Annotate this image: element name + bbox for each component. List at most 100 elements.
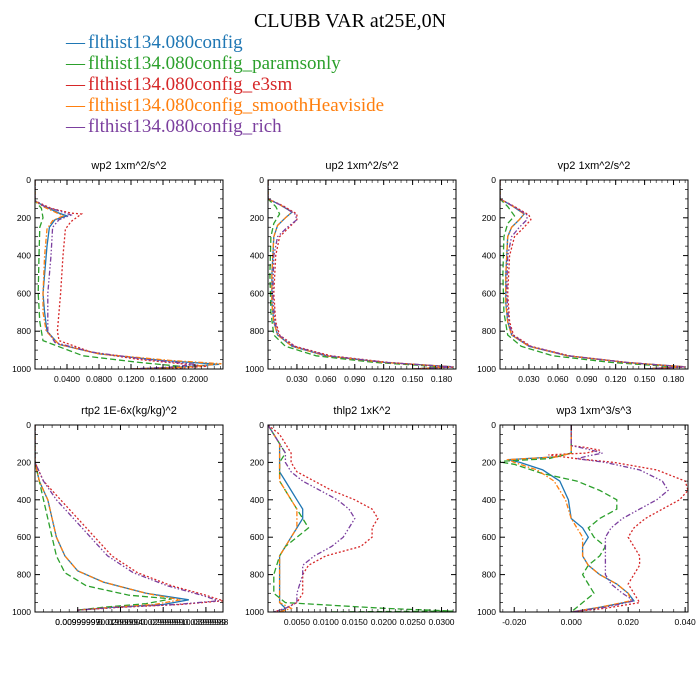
legend-label: flthist134.080config_smoothHeaviside [88,95,385,116]
x-tick-label: 0.1600 [150,374,176,384]
y-tick-label: 0 [491,420,496,430]
plot-frame [499,179,689,370]
legend-label: flthist134.080config_paramsonly [88,53,341,74]
y-tick-label: 200 [482,213,496,223]
x-tick-label: 0.0250 [400,617,426,627]
y-tick-label: 1000 [477,364,496,374]
series-line [35,180,220,369]
series-line [35,425,219,612]
x-tick-label: 0.1200 [118,374,144,384]
x-tick-label: 0.0399999 [186,617,226,627]
y-tick-label: 800 [17,326,31,336]
series-line [35,425,172,612]
y-tick-label: 1000 [477,607,496,617]
y-tick-label: 400 [250,495,264,505]
series-line [35,180,222,369]
y-tick-label: 600 [250,288,264,298]
y-tick-label: 600 [17,288,31,298]
legend-item: — flthist134.080config_paramsonly [66,53,341,74]
x-tick-label: 0.0200 [371,617,397,627]
chart-panel: wp2 1xm^2/s^2 0 200 400 600 800 1000 0.0400 0.08… [12,160,224,384]
y-tick-label: 1000 [12,364,31,374]
y-tick-label: 0 [491,175,496,185]
y-tick-label: 400 [482,251,496,261]
y-tick-label: 400 [482,495,496,505]
y-tick-label: 200 [482,457,496,467]
plot-frame [34,424,224,613]
chart-title: rtp2 1E-6x(kg/kg)^2 [81,405,177,417]
chart-title: up2 1xm^2/s^2 [325,160,398,172]
y-tick-label: 400 [17,495,31,505]
y-tick-label: 200 [17,213,31,223]
x-tick-label: 0.060 [315,374,337,384]
x-tick-label: 0.030 [286,374,308,384]
y-tick-label: 1000 [245,607,264,617]
series-line [500,180,684,369]
x-tick-label: 0.0300 [429,617,455,627]
chart-panel: thlp2 1xK^2 0 200 400 600 800 1000 0.0050 0.0100… [245,405,457,627]
y-tick-label: 200 [250,457,264,467]
x-tick-label: 0.0050 [284,617,310,627]
y-tick-label: 0 [259,420,264,430]
plot-frame [499,424,689,613]
y-tick-label: 1000 [245,364,264,374]
y-tick-label: 600 [250,532,264,542]
series-line [268,180,447,369]
series-line [268,425,454,612]
series-line [548,425,688,612]
plot-frame [267,179,457,370]
x-tick-label: -0.020 [502,617,526,627]
y-tick-label: 800 [17,570,31,580]
y-tick-label: 800 [250,326,264,336]
x-tick-label: 0.040 [675,617,697,627]
series-line [35,425,181,612]
series-line [500,180,685,369]
series-line [268,180,453,369]
x-tick-label: 0.0800 [86,374,112,384]
series-line [35,425,223,612]
plot-frame [34,179,224,370]
series-line [268,425,379,612]
x-tick-label: 0.150 [634,374,656,384]
plot-frame [267,424,457,613]
x-tick-label: 0.060 [547,374,569,384]
y-tick-label: 400 [250,251,264,261]
chart-title: thlp2 1xK^2 [333,405,390,417]
y-tick-label: 800 [482,570,496,580]
x-tick-label: 0.180 [431,374,453,384]
x-tick-label: 0.0150 [342,617,368,627]
x-tick-label: 0.150 [402,374,424,384]
y-tick-label: 800 [250,570,264,580]
series-line [570,425,669,612]
chart-title: vp2 1xm^2/s^2 [558,160,631,172]
series-line [505,425,632,612]
x-tick-label: 0.0299999 [143,617,183,627]
chart-panel: vp2 1xm^2/s^2 0 200 400 600 800 1000 0.030 0.060… [477,160,689,384]
y-tick-label: 600 [482,288,496,298]
x-tick-label: 0.0200000 [100,617,140,627]
y-tick-label: 600 [17,532,31,542]
series-line [35,180,208,369]
legend-item: — flthist134.080config_smoothHeaviside [66,95,385,116]
y-tick-label: 200 [17,457,31,467]
x-tick-label: 0.090 [344,374,366,384]
y-tick-label: 0 [26,420,31,430]
legend-item: — flthist134.080config_e3sm [66,74,293,95]
y-tick-label: 1000 [12,607,31,617]
series-line [268,180,452,369]
series-line [35,180,180,369]
x-tick-label: 0.0400 [54,374,80,384]
page-title: CLUBB VAR at25E,0N [253,10,447,32]
x-tick-label: 0.120 [373,374,395,384]
x-tick-label: 0.030 [518,374,540,384]
legend-item: — flthist134.080config [66,32,243,53]
x-tick-label: 0.00999999 [55,617,100,627]
chart-title: wp2 1xm^2/s^2 [90,160,166,172]
series-line [268,425,356,612]
chart-panel: rtp2 1E-6x(kg/kg)^2 0 200 400 600 800 1000 0.00… [12,405,229,627]
y-tick-label: 0 [259,175,264,185]
series-line [268,180,454,369]
legend: — flthist134.080config — flthist134.080con… [66,32,384,137]
legend-label: flthist134.080config [88,32,243,53]
